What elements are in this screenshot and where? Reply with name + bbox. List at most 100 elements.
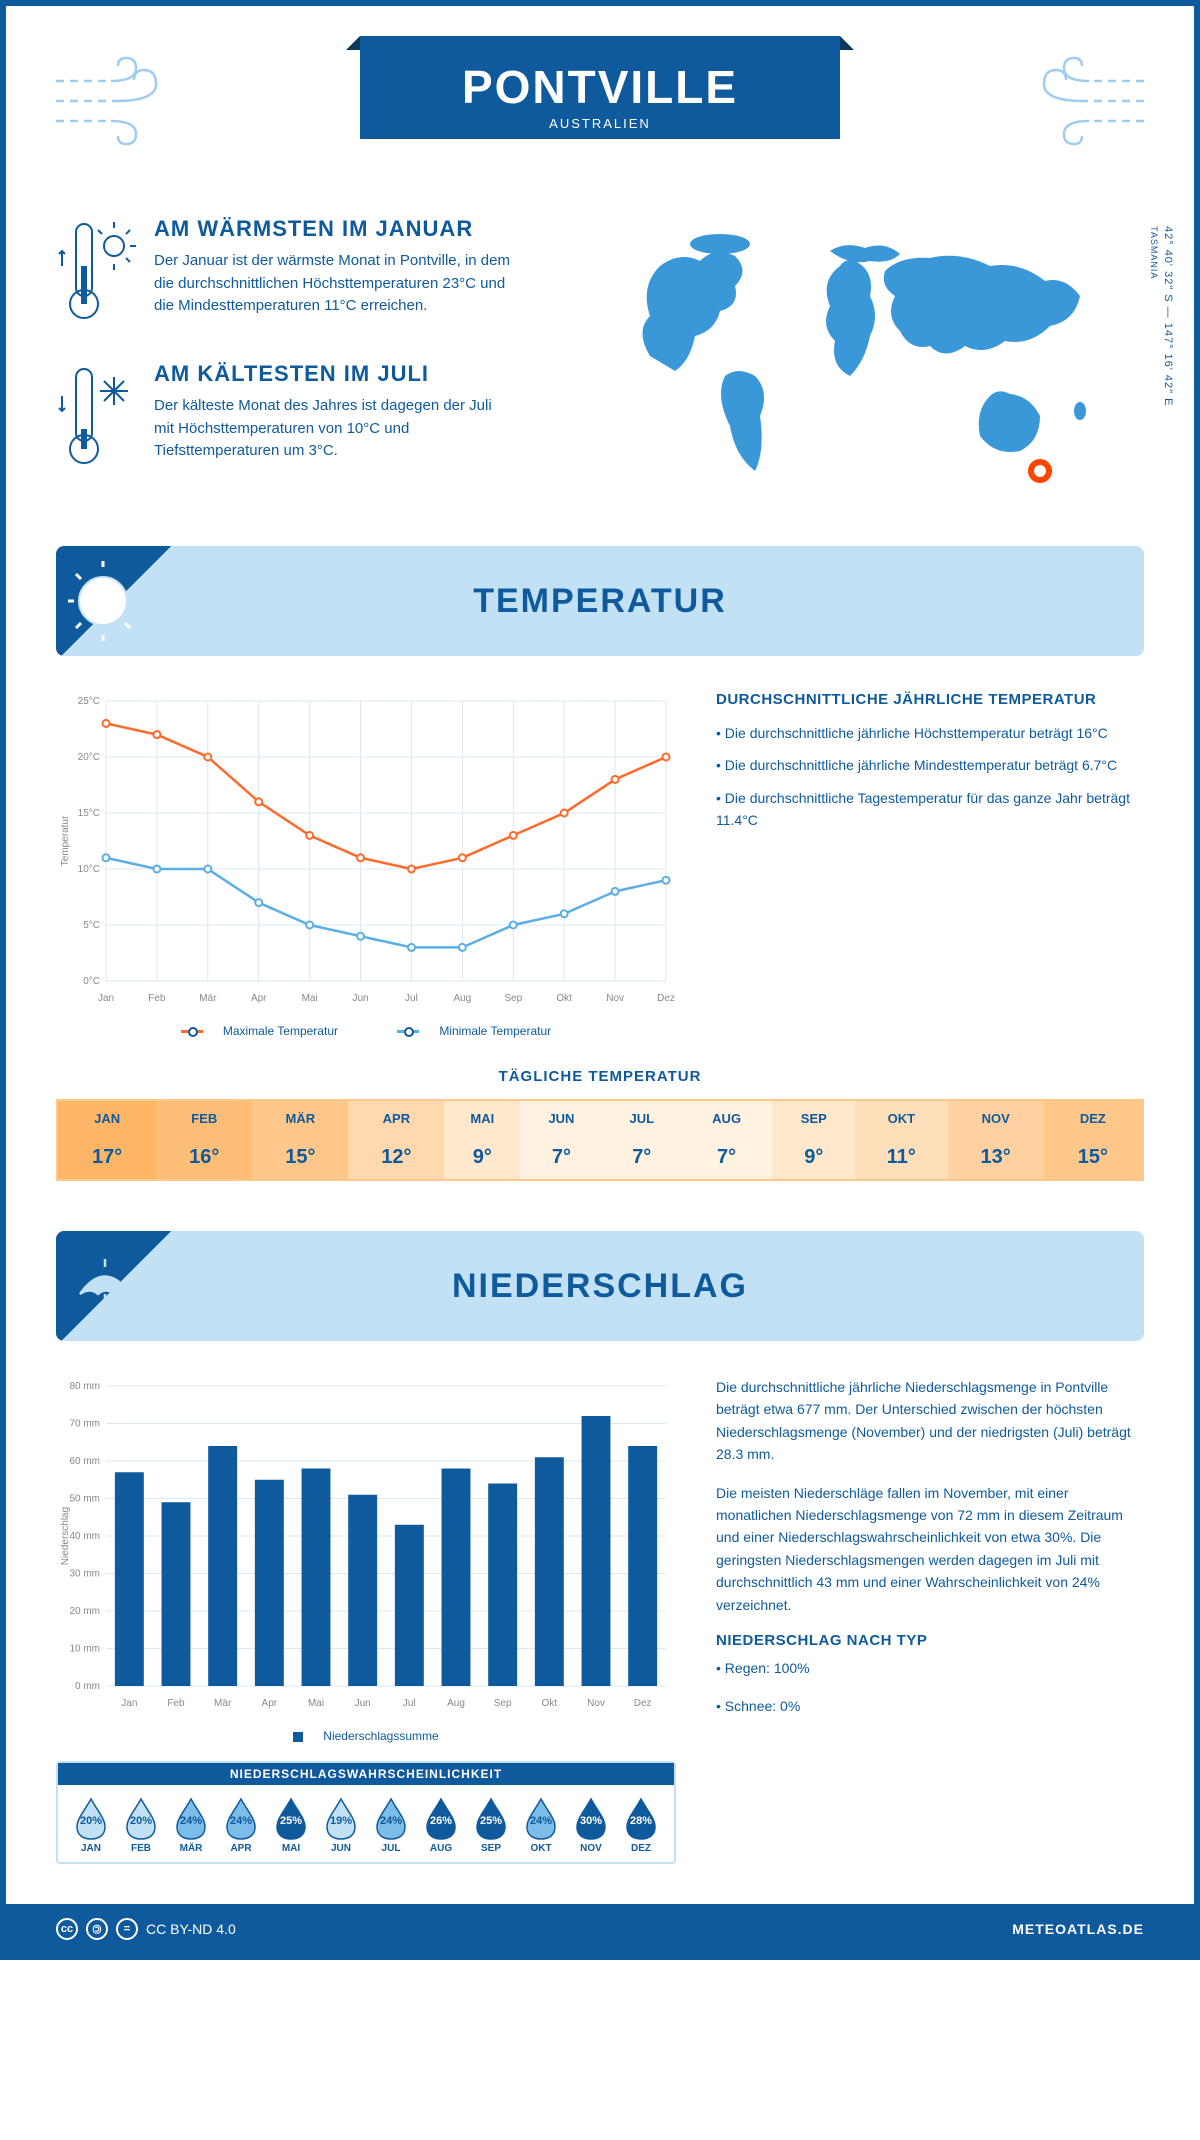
daily-month: AUG xyxy=(681,1100,773,1136)
daily-month: NOV xyxy=(948,1100,1044,1136)
precip-bytype-title: NIEDERSCHLAG NACH TYP xyxy=(716,1632,1144,1649)
prob-item: 24% APR xyxy=(216,1795,266,1854)
sun-icon xyxy=(56,546,176,656)
svg-text:Jul: Jul xyxy=(403,1698,416,1709)
daily-temp-title: TÄGLICHE TEMPERATUR xyxy=(56,1068,1144,1085)
svg-text:Jul: Jul xyxy=(405,993,418,1004)
svg-text:70 mm: 70 mm xyxy=(69,1419,100,1430)
prob-item: 24% JUL xyxy=(366,1795,416,1854)
svg-text:20 mm: 20 mm xyxy=(69,1606,100,1617)
prob-month: AUG xyxy=(416,1843,466,1854)
prob-value: 24% xyxy=(223,1815,259,1827)
nd-icon: = xyxy=(116,1918,138,1940)
footer: cc 🄯 = CC BY-ND 4.0 METEOATLAS.DE xyxy=(6,1904,1194,1954)
prob-month: JUN xyxy=(316,1843,366,1854)
header: PONTVILLE AUSTRALIEN xyxy=(56,46,1144,206)
temperature-chart-row: 0°C5°C10°C15°C20°C25°CJanFebMärAprMaiJun… xyxy=(56,691,1144,1038)
prob-value: 25% xyxy=(273,1815,309,1827)
city-name: PONTVILLE xyxy=(360,60,840,114)
svg-text:10 mm: 10 mm xyxy=(69,1644,100,1655)
daily-month: FEB xyxy=(156,1100,252,1136)
precip-summary: Die durchschnittliche jährliche Niedersc… xyxy=(716,1376,1144,1864)
prob-month: APR xyxy=(216,1843,266,1854)
precip-bytype-1: • Schnee: 0% xyxy=(716,1695,1144,1717)
svg-text:Aug: Aug xyxy=(447,1698,465,1709)
svg-text:Mär: Mär xyxy=(214,1698,232,1709)
region-label: TASMANIA xyxy=(1149,226,1159,279)
thermometer-snow-icon xyxy=(56,361,136,476)
svg-text:Nov: Nov xyxy=(587,1698,605,1709)
prob-item: 25% MAI xyxy=(266,1795,316,1854)
prob-item: 24% MÄR xyxy=(166,1795,216,1854)
svg-text:50 mm: 50 mm xyxy=(69,1494,100,1505)
svg-text:Dez: Dez xyxy=(657,993,675,1004)
prob-value: 20% xyxy=(73,1815,109,1827)
temperature-title: TEMPERATUR xyxy=(473,582,727,621)
prob-value: 19% xyxy=(323,1815,359,1827)
svg-text:Mär: Mär xyxy=(199,993,217,1004)
prob-title: NIEDERSCHLAGSWAHRSCHEINLICHKEIT xyxy=(58,1763,674,1785)
prob-value: 20% xyxy=(123,1815,159,1827)
prob-value: 25% xyxy=(473,1815,509,1827)
temp-bullet-2: • Die durchschnittliche Tagestemperatur … xyxy=(716,787,1144,832)
prob-month: OKT xyxy=(516,1843,566,1854)
svg-text:Niederschlag: Niederschlag xyxy=(60,1507,71,1565)
temp-bullet-0: • Die durchschnittliche jährliche Höchst… xyxy=(716,722,1144,744)
license-badge: cc 🄯 = CC BY-ND 4.0 xyxy=(56,1918,236,1940)
precip-title: NIEDERSCHLAG xyxy=(452,1267,748,1306)
thermometer-sun-icon xyxy=(56,216,136,331)
daily-month: JUN xyxy=(520,1100,603,1136)
prob-month: DEZ xyxy=(616,1843,666,1854)
prob-item: 28% DEZ xyxy=(616,1795,666,1854)
svg-text:Jan: Jan xyxy=(121,1698,137,1709)
coldest-text: Der kälteste Monat des Jahres ist dagege… xyxy=(154,395,514,463)
svg-text:60 mm: 60 mm xyxy=(69,1456,100,1467)
daily-value: 9° xyxy=(772,1136,855,1180)
temp-bullet-1: • Die durchschnittliche jährliche Mindes… xyxy=(716,754,1144,776)
prob-item: 20% JAN xyxy=(66,1795,116,1854)
prob-value: 24% xyxy=(373,1815,409,1827)
prob-month: JUL xyxy=(366,1843,416,1854)
prob-value: 26% xyxy=(423,1815,459,1827)
svg-text:Dez: Dez xyxy=(634,1698,652,1709)
license-text: CC BY-ND 4.0 xyxy=(146,1921,236,1937)
prob-value: 24% xyxy=(523,1815,559,1827)
svg-text:10°C: 10°C xyxy=(78,864,100,875)
svg-text:20°C: 20°C xyxy=(78,752,100,763)
daily-value: 15° xyxy=(1044,1136,1143,1180)
temperature-summary: DURCHSCHNITTLICHE JÄHRLICHE TEMPERATUR •… xyxy=(716,691,1144,1038)
prob-value: 28% xyxy=(623,1815,659,1827)
wind-icon-left xyxy=(56,56,176,151)
daily-value: 7° xyxy=(603,1136,681,1180)
umbrella-icon xyxy=(56,1231,176,1341)
svg-text:15°C: 15°C xyxy=(78,808,100,819)
svg-text:Jun: Jun xyxy=(352,993,368,1004)
daily-month: OKT xyxy=(855,1100,948,1136)
svg-text:0 mm: 0 mm xyxy=(75,1681,100,1692)
svg-text:Sep: Sep xyxy=(494,1698,512,1709)
svg-text:Aug: Aug xyxy=(453,993,471,1004)
daily-value: 7° xyxy=(681,1136,773,1180)
precip-bar-chart: 0 mm10 mm20 mm30 mm40 mm50 mm60 mm70 mm8… xyxy=(56,1376,676,1743)
prob-month: FEB xyxy=(116,1843,166,1854)
svg-text:80 mm: 80 mm xyxy=(69,1381,100,1392)
daily-value: 12° xyxy=(348,1136,444,1180)
cc-icon: cc xyxy=(56,1918,78,1940)
intro-section: AM WÄRMSTEN IM JANUAR Der Januar ist der… xyxy=(56,216,1144,506)
precip-legend: Niederschlagssumme xyxy=(56,1729,676,1743)
daily-month: JUL xyxy=(603,1100,681,1136)
precip-bytype-0: • Regen: 100% xyxy=(716,1657,1144,1679)
temperature-section-head: TEMPERATUR xyxy=(56,546,1144,656)
warmest-text: Der Januar ist der wärmste Monat in Pont… xyxy=(154,250,514,318)
prob-item: 20% FEB xyxy=(116,1795,166,1854)
coldest-title: AM KÄLTESTEN IM JULI xyxy=(154,361,514,387)
precip-section-head: NIEDERSCHLAG xyxy=(56,1231,1144,1341)
svg-text:Nov: Nov xyxy=(606,993,624,1004)
svg-text:25°C: 25°C xyxy=(78,696,100,707)
daily-month: APR xyxy=(348,1100,444,1136)
title-banner: PONTVILLE AUSTRALIEN xyxy=(360,36,840,139)
location-marker xyxy=(1031,462,1049,480)
prob-item: 30% NOV xyxy=(566,1795,616,1854)
prob-item: 26% AUG xyxy=(416,1795,466,1854)
precip-text-1: Die durchschnittliche jährliche Niedersc… xyxy=(716,1376,1144,1466)
